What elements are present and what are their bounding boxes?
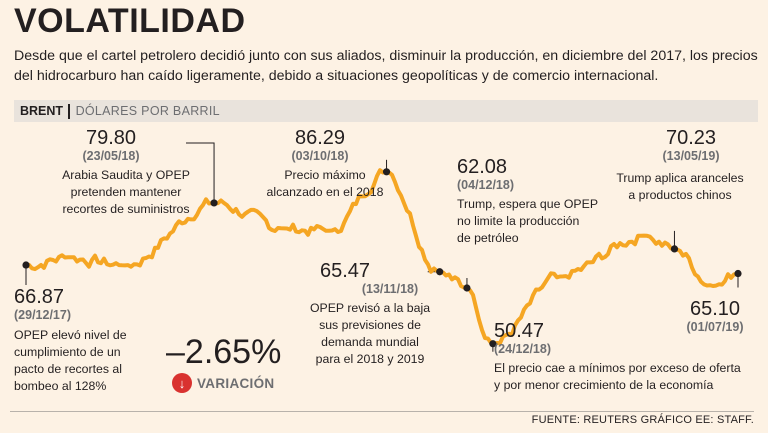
annotation-note: a productos chinos — [628, 188, 732, 202]
key-point-marker — [734, 269, 742, 278]
key-point-markers — [22, 168, 742, 348]
key-point-marker — [382, 168, 391, 176]
page-title: VOLATILIDAD — [14, 2, 246, 40]
annotation-end: 65.10 (01/07/19) — [675, 299, 755, 335]
variation-row: ↓ VARIACIÓN — [172, 373, 296, 393]
annotation-value: 50.47 — [494, 320, 545, 342]
annotation-note: bombeo al 128% — [14, 379, 107, 393]
annotation-date: (23/05/18) — [82, 149, 140, 163]
leader-line — [186, 142, 215, 203]
annotation-nov18: 65.47 (13/11/18) OPEP revisó a la baja s… — [300, 261, 440, 367]
annotation-oct18: 86.29 (03/10/18) Precio máximo alcanzado… — [250, 128, 400, 200]
annotation-note: OPEP elevó nivel de — [14, 328, 127, 342]
variation-block: –2.65% ↓ VARIACIÓN — [166, 334, 296, 393]
annotation-date: (04/12/18) — [457, 178, 514, 192]
down-arrow-icon: ↓ — [172, 373, 192, 393]
variation-value: –2.65% — [166, 333, 282, 371]
annotation-may19: 70.23 (13/05/19) Trump aplica aranceles … — [600, 128, 760, 203]
key-point-marker — [436, 268, 444, 276]
annotation-dec24: 50.47 (24/12/18) El precio cae a mínimos… — [494, 321, 764, 393]
annotation-note: Trump aplica aranceles — [616, 171, 744, 185]
annotation-dec4: 62.08 (04/12/18) Trump, espera que OPEP … — [457, 157, 617, 246]
annotation-date: (13/05/19) — [662, 149, 720, 163]
annotation-note: pacto de recortes al — [14, 362, 123, 376]
variation-label: VARIACIÓN — [197, 375, 275, 391]
annotation-note: Trump, espera que OPEP — [457, 197, 599, 211]
series-header-bar: BRENT DÓLARES POR BARRIL — [14, 100, 758, 122]
annotation-note: y por menor crecimiento de la economía — [494, 378, 714, 392]
annotation-note: pretenden mantener — [70, 185, 182, 199]
annotation-date: (13/11/18) — [361, 282, 419, 296]
key-point-marker — [670, 245, 679, 253]
annotation-note: de petróleo — [457, 231, 519, 245]
annotation-note: demanda mundial — [321, 335, 419, 349]
annotation-note: sus previsiones de — [319, 318, 421, 332]
annotation-date: (29/12/17) — [14, 308, 71, 322]
annotation-date: (03/10/18) — [291, 149, 349, 163]
separator — [68, 103, 70, 119]
annotation-note: no limite la producción — [457, 214, 580, 228]
annotation-value: 70.23 — [665, 127, 717, 149]
annotation-note: Precio máximo — [284, 168, 366, 182]
annotation-value: 66.87 — [14, 286, 65, 308]
source-credit: FUENTE: REUTERS GRÁFICO EE: STAFF. — [10, 411, 754, 426]
key-point-marker — [210, 199, 218, 207]
key-point-marker — [463, 284, 471, 292]
unit-label: DÓLARES POR BARRIL — [75, 104, 220, 118]
brent-price-line — [24, 168, 739, 346]
annotation-value: 65.47 — [319, 260, 371, 282]
annotation-note: para el 2018 y 2019 — [315, 352, 425, 366]
subtitle: Desde que el cartel petrolero decidió ju… — [14, 48, 758, 84]
annotation-value: 79.80 — [85, 127, 137, 149]
annotation-start: 66.87 (29/12/17) OPEP elevó nivel de cum… — [14, 287, 154, 394]
key-point-marker — [22, 261, 30, 269]
series-name: BRENT — [20, 104, 64, 118]
annotation-value: 62.08 — [457, 156, 508, 178]
annotation-note: cumplimiento de un — [14, 345, 121, 359]
annotation-date: (24/12/18) — [494, 342, 551, 356]
annotation-date: (01/07/19) — [686, 320, 744, 334]
annotation-value: 86.29 — [294, 127, 346, 149]
annotation-note: alcanzado en el 2018 — [266, 185, 384, 199]
key-point-marker — [489, 340, 497, 348]
annotation-may18: 79.80 (23/05/18) Arabia Saudita y OPEP p… — [36, 128, 216, 217]
annotation-note: recortes de suministros — [62, 202, 190, 216]
annotation-note: Arabia Saudita y OPEP — [62, 168, 190, 182]
annotation-note: OPEP revisó a la baja — [309, 301, 431, 315]
annotation-value: 65.10 — [689, 298, 741, 320]
annotation-note: El precio cae a mínimos por exceso de of… — [494, 361, 741, 375]
